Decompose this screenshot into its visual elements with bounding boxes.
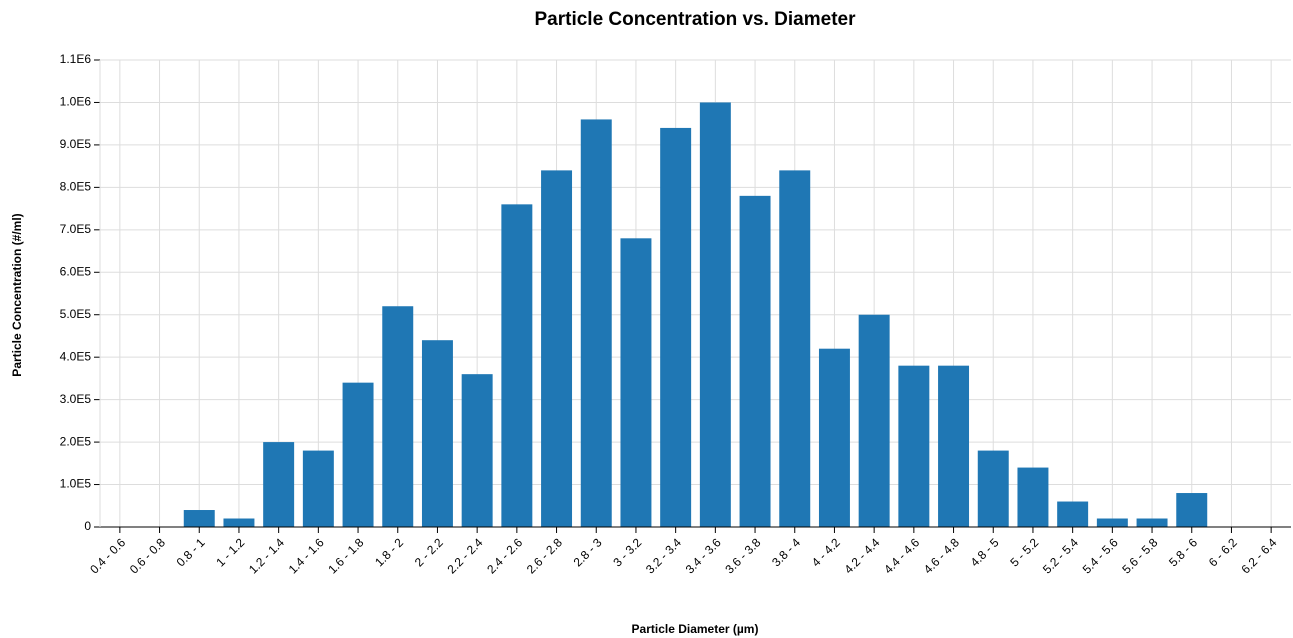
y-tick-label: 1.0E6 <box>60 95 92 109</box>
x-tick-label: 4.4 - 4.6 <box>881 535 922 576</box>
y-tick-label: 0 <box>84 519 91 533</box>
y-tick-label: 3.0E5 <box>60 392 92 406</box>
x-tick-label: 4.8 - 5 <box>968 535 1002 569</box>
x-tick-label: 0.4 - 0.6 <box>87 535 128 576</box>
x-tick-label: 2.4 - 2.6 <box>484 535 525 576</box>
bar <box>501 204 533 527</box>
bar <box>421 340 453 527</box>
bar <box>739 195 771 527</box>
x-tick-label: 5.8 - 6 <box>1166 535 1200 569</box>
bar <box>1017 467 1049 527</box>
x-tick-label: 1.2 - 1.4 <box>246 535 287 576</box>
bar <box>302 450 334 527</box>
x-tick-label: 6 - 6.2 <box>1206 535 1240 569</box>
bar <box>1057 501 1089 527</box>
y-tick-label: 9.0E5 <box>60 137 92 151</box>
bar <box>1096 518 1128 527</box>
bar <box>818 348 850 527</box>
x-tick-label: 1 - 1.2 <box>213 535 247 569</box>
x-tick-label: 0.6 - 0.8 <box>127 535 168 576</box>
x-tick-label: 4.6 - 4.8 <box>921 535 962 576</box>
x-tick-label: 2.8 - 3 <box>571 535 605 569</box>
bar <box>223 518 255 527</box>
x-tick-label: 2.6 - 2.8 <box>524 535 565 576</box>
chart-title: Particle Concentration vs. Diameter <box>535 9 857 30</box>
x-tick-label: 6.2 - 6.4 <box>1238 535 1279 576</box>
bar <box>779 170 811 527</box>
x-axis-title: Particle Diameter (µm) <box>632 622 759 636</box>
x-tick-label: 5.4 - 5.6 <box>1080 535 1121 576</box>
y-tick-label: 8.0E5 <box>60 180 92 194</box>
x-tick-label: 2.2 - 2.4 <box>444 535 485 576</box>
y-tick-label: 7.0E5 <box>60 222 92 236</box>
y-tick-label: 1.0E5 <box>60 477 92 491</box>
bar <box>938 365 970 527</box>
bar <box>461 374 493 527</box>
bar <box>699 102 731 528</box>
x-tick-label: 1.8 - 2 <box>372 535 406 569</box>
y-axis-title: Particle Concentration (#/ml) <box>10 213 24 376</box>
bar <box>1176 493 1208 527</box>
y-tick-label: 2.0E5 <box>60 434 92 448</box>
y-tick-label: 4.0E5 <box>60 349 92 363</box>
x-tick-label: 5.2 - 5.4 <box>1040 535 1081 576</box>
bar <box>858 314 890 527</box>
bar <box>183 510 215 527</box>
bar <box>541 170 573 527</box>
x-tick-label: 3.6 - 3.8 <box>722 535 763 576</box>
x-tick-label: 2 - 2.2 <box>412 535 446 569</box>
x-tick-label: 1.6 - 1.8 <box>325 535 366 576</box>
bar <box>898 365 930 527</box>
x-tick-label: 1.4 - 1.6 <box>286 535 327 576</box>
x-tick-label: 5.6 - 5.8 <box>1119 535 1160 576</box>
x-tick-label: 3.8 - 4 <box>769 535 803 569</box>
x-tick-label: 4.2 - 4.4 <box>841 535 882 576</box>
bar <box>660 127 692 527</box>
x-tick-label: 4 - 4.2 <box>809 535 843 569</box>
x-tick-label: 3 - 3.2 <box>610 535 644 569</box>
bar <box>1136 518 1168 527</box>
x-tick-label: 5 - 5.2 <box>1007 535 1041 569</box>
x-tick-label: 0.8 - 1 <box>174 535 208 569</box>
y-tick-label: 6.0E5 <box>60 264 92 278</box>
x-tick-label: 3.4 - 3.6 <box>683 535 724 576</box>
bar <box>382 306 414 527</box>
y-tick-label: 5.0E5 <box>60 307 92 321</box>
x-tick-label: 3.2 - 3.4 <box>643 535 684 576</box>
bar <box>342 382 374 527</box>
bar <box>977 450 1009 527</box>
bar <box>620 238 652 528</box>
bar <box>580 119 612 527</box>
bar <box>263 442 295 527</box>
y-tick-label: 1.1E6 <box>60 52 92 66</box>
